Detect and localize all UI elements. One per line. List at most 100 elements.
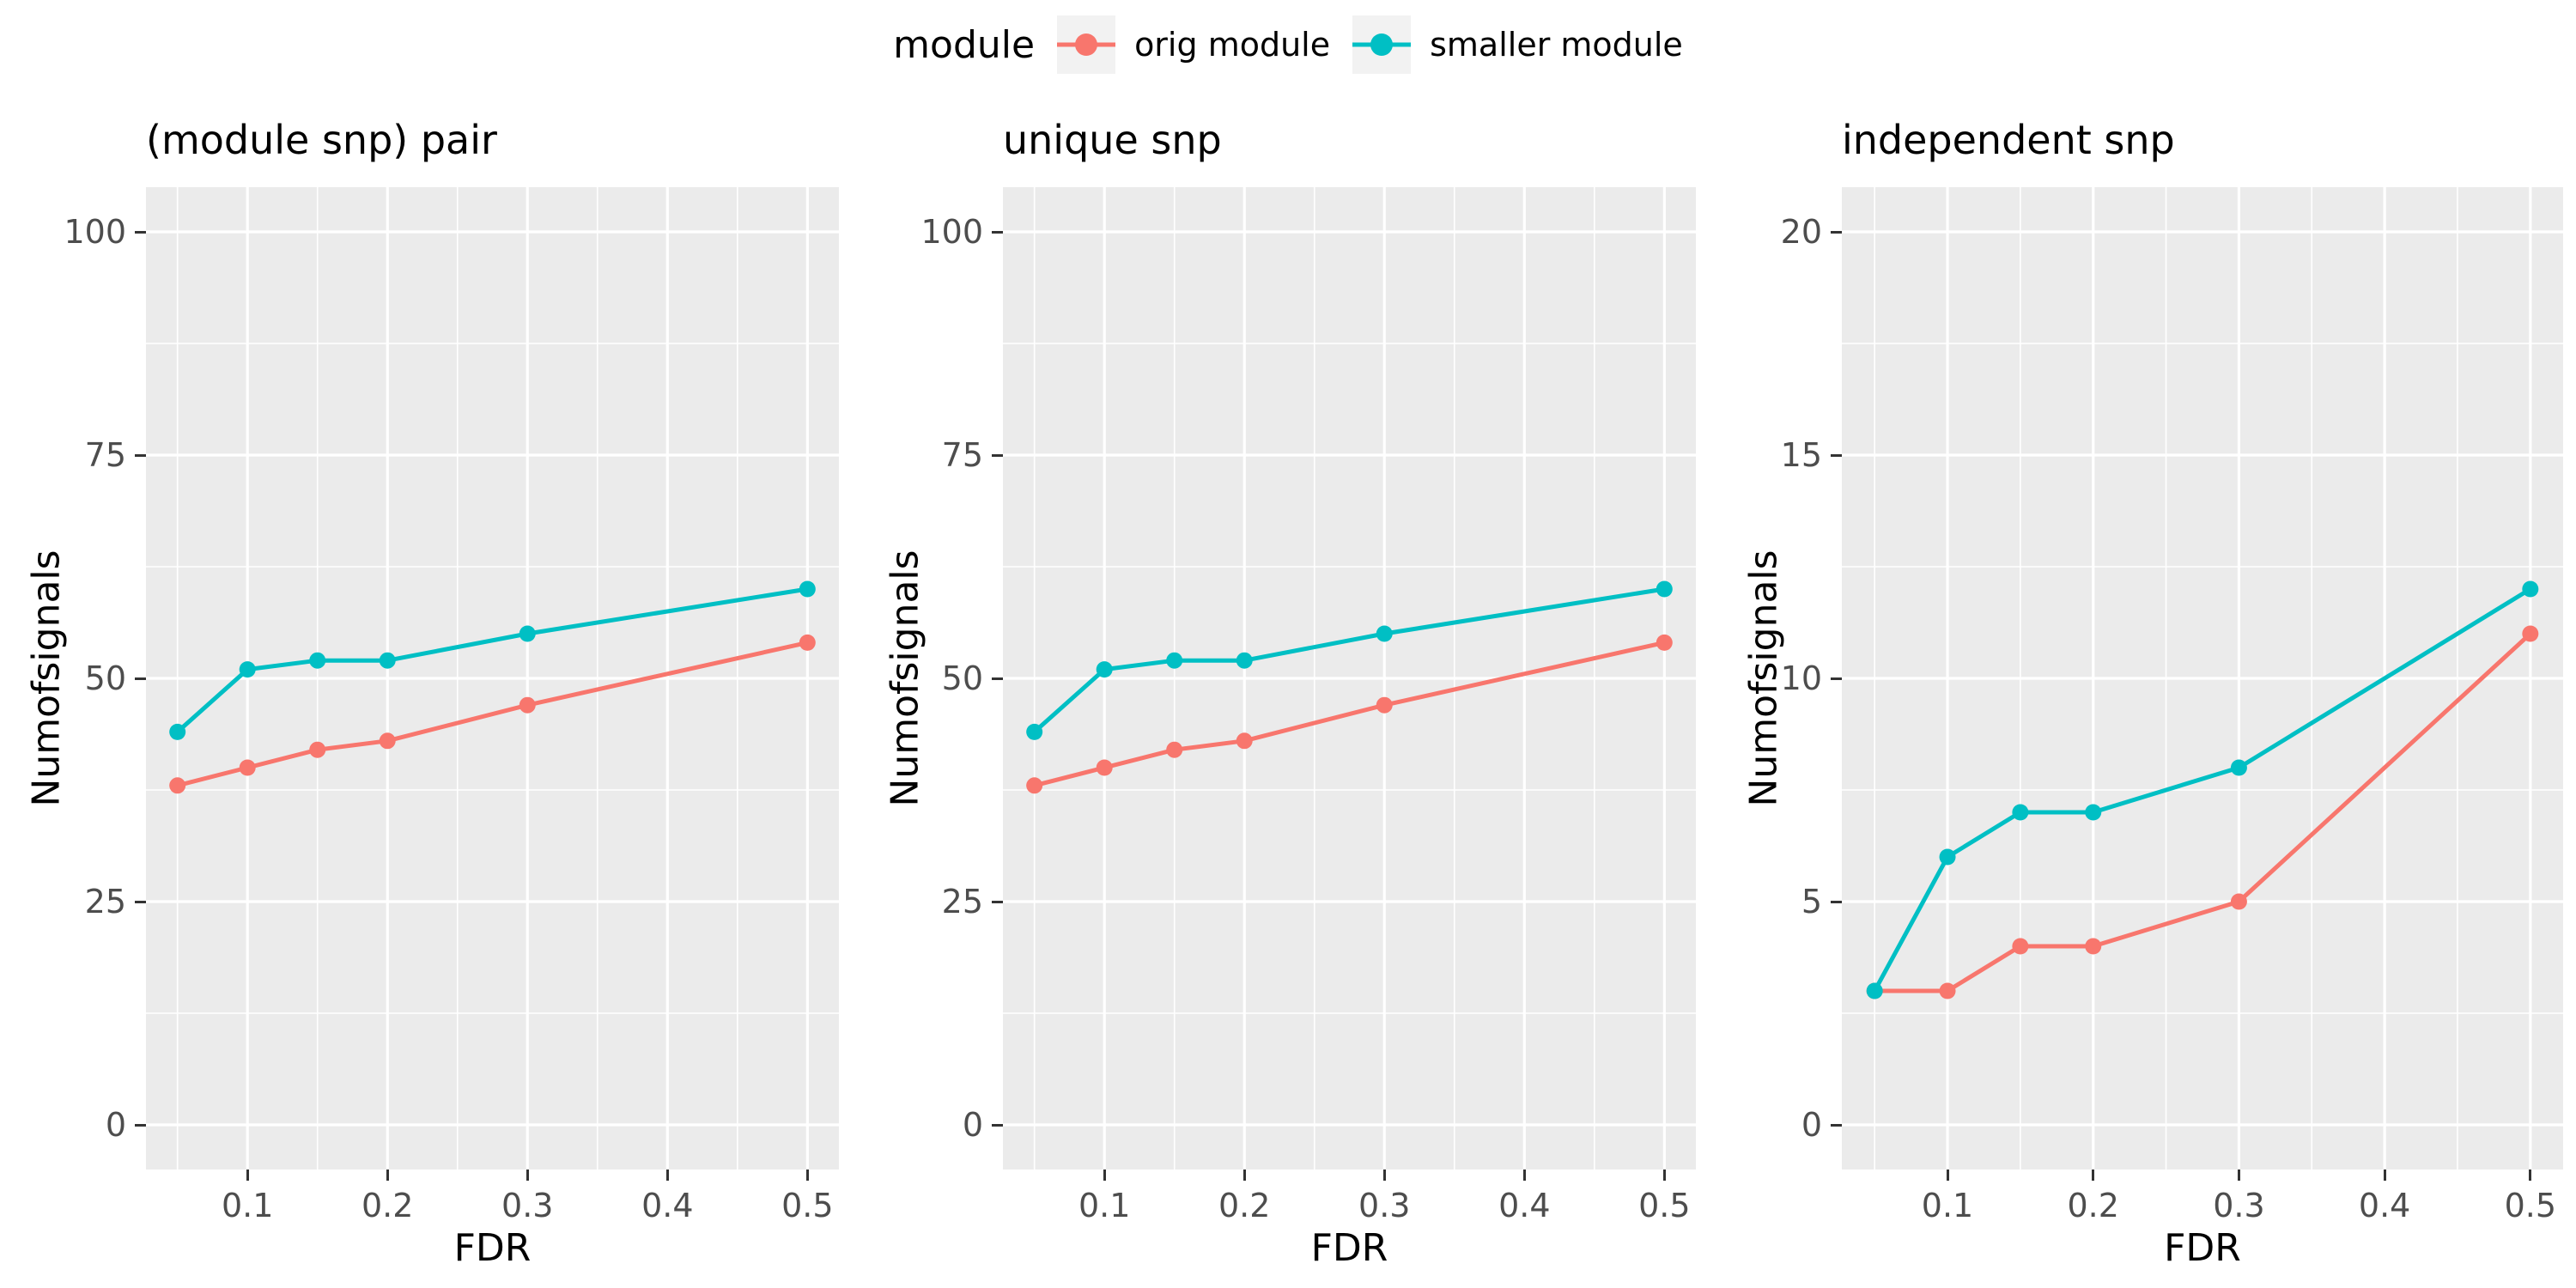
data-point — [1096, 661, 1113, 678]
data-point — [309, 741, 326, 758]
y-tick-label: 5 — [1801, 883, 1822, 920]
series-orig-module — [1026, 634, 1673, 794]
data-point — [1096, 759, 1113, 776]
x-axis-title: FDR — [2164, 1226, 2241, 1270]
x-tick-mark — [1382, 1170, 1386, 1181]
data-point — [1939, 982, 1956, 999]
data-point — [239, 759, 256, 776]
data-point — [2085, 938, 2102, 955]
legend-entry-orig-module: orig module — [1057, 15, 1330, 74]
data-point — [799, 580, 816, 598]
x-tick-mark — [1946, 1170, 1949, 1181]
x-tick-label: 0.1 — [221, 1187, 274, 1224]
data-point — [1026, 777, 1043, 794]
data-point — [2230, 893, 2247, 910]
data-point — [1939, 848, 1956, 866]
data-point — [799, 634, 816, 651]
y-tick-label: 15 — [1780, 436, 1822, 474]
data-point — [1656, 580, 1673, 598]
data-point — [2012, 804, 2029, 821]
facet-2: independent snp Numofsignals 0 5 10 15 20 0.1 0.… — [1717, 0, 2576, 1288]
y-tick-label: 25 — [941, 883, 983, 920]
legend-entry-smaller-module: smaller module — [1352, 15, 1683, 74]
plot-area — [1003, 187, 1696, 1170]
x-axis-title: FDR — [1310, 1226, 1388, 1270]
data-point — [1236, 732, 1253, 750]
y-tick-mark — [135, 230, 146, 234]
line-point-glyph-icon — [1352, 33, 1412, 56]
series-smaller-module — [1026, 580, 1673, 740]
data-point — [519, 625, 536, 642]
x-tick-mark — [1662, 1170, 1666, 1181]
y-tick-mark — [992, 453, 1003, 457]
legend: module orig module smaller module — [0, 12, 2576, 77]
x-tick-mark — [2383, 1170, 2386, 1181]
x-tick-mark — [805, 1170, 809, 1181]
facet-0: (module snp) pair Numofsignals 0 25 50 75 100 0… — [0, 0, 859, 1288]
data-point — [1656, 634, 1673, 651]
x-tick-mark — [526, 1170, 529, 1181]
y-tick-label: 100 — [920, 213, 983, 251]
data-point — [1166, 652, 1183, 669]
x-tick-label: 0.3 — [1358, 1187, 1411, 1224]
y-tick-mark — [1831, 900, 1842, 903]
plot-area — [1842, 187, 2563, 1170]
x-tick-label: 0.5 — [781, 1187, 834, 1224]
panel-title: independent snp — [1842, 117, 2175, 163]
data-point — [2012, 938, 2029, 955]
data-point — [2522, 625, 2539, 642]
x-tick-label: 0.5 — [1638, 1187, 1691, 1224]
y-tick-mark — [1831, 230, 1842, 234]
y-tick-label: 0 — [962, 1106, 983, 1144]
y-tick-mark — [1831, 453, 1842, 457]
data-point — [1376, 625, 1393, 642]
y-tick-label: 75 — [941, 436, 983, 474]
x-tick-label: 0.2 — [1218, 1187, 1271, 1224]
panel-title: unique snp — [1003, 117, 1222, 163]
data-point — [169, 777, 186, 794]
x-tick-mark — [1242, 1170, 1246, 1181]
x-tick-label: 0.4 — [2358, 1187, 2411, 1224]
y-tick-label: 75 — [84, 436, 126, 474]
data-point — [309, 652, 326, 669]
panel-title: (module snp) pair — [146, 117, 497, 163]
y-tick-mark — [992, 230, 1003, 234]
x-tick-mark — [246, 1170, 249, 1181]
y-tick-mark — [992, 677, 1003, 680]
y-tick-label: 0 — [1801, 1106, 1822, 1144]
y-tick-label: 50 — [84, 659, 126, 697]
x-axis-title: FDR — [453, 1226, 532, 1270]
x-tick-label: 0.1 — [1921, 1187, 1974, 1224]
y-tick-mark — [992, 900, 1003, 903]
x-tick-label: 0.1 — [1078, 1187, 1131, 1224]
data-point — [2230, 759, 2247, 776]
y-tick-mark — [135, 900, 146, 903]
y-tick-mark — [135, 453, 146, 457]
y-tick-mark — [135, 677, 146, 680]
data-point — [2085, 804, 2102, 821]
data-point — [379, 732, 396, 750]
x-tick-label: 0.4 — [1498, 1187, 1551, 1224]
y-tick-label: 25 — [84, 883, 126, 920]
data-point — [169, 723, 186, 740]
data-point — [1166, 741, 1183, 758]
x-tick-mark — [1522, 1170, 1526, 1181]
data-point — [519, 696, 536, 714]
y-tick-label: 10 — [1780, 659, 1822, 697]
data-point — [1026, 723, 1043, 740]
facet-1: unique snp Numofsignals 0 25 50 75 100 0.1 0.2 0.… — [859, 0, 1717, 1288]
data-point — [239, 661, 256, 678]
data-point — [1376, 696, 1393, 714]
data-point — [1866, 982, 1883, 999]
x-tick-mark — [2237, 1170, 2240, 1181]
y-tick-label: 20 — [1780, 213, 1822, 251]
x-tick-label: 0.3 — [501, 1187, 554, 1224]
x-tick-label: 0.3 — [2213, 1187, 2265, 1224]
data-point — [2522, 580, 2539, 598]
y-tick-mark — [1831, 1123, 1842, 1127]
legend-label: smaller module — [1430, 26, 1683, 64]
data-point — [379, 652, 396, 669]
x-tick-label: 0.4 — [641, 1187, 694, 1224]
x-tick-mark — [2092, 1170, 2095, 1181]
